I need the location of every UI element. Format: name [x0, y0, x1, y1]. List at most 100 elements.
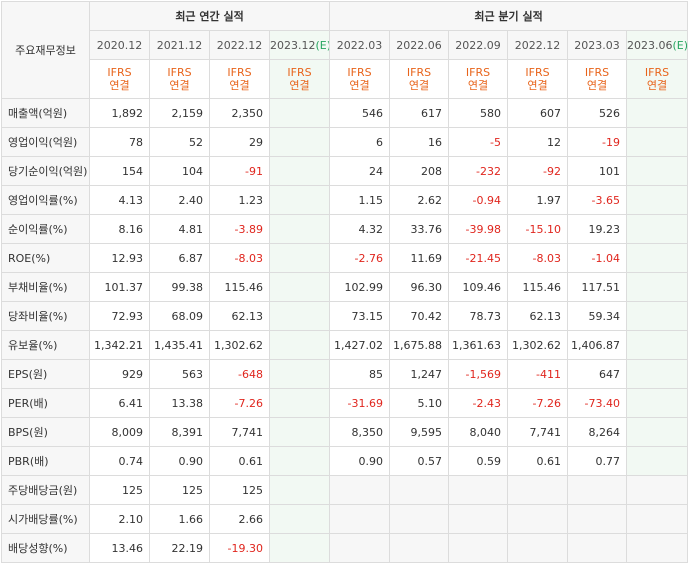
table-cell: -19.30 [209, 533, 270, 563]
table-row: 순이익률(%) 8.16 4.81 -3.89 4.32 33.76 -39.98 -15.1… [1, 214, 688, 244]
table-cell: -2.43 [448, 388, 509, 418]
period-label: 2021.12 [156, 38, 203, 52]
table-cell: -31.69 [329, 388, 391, 418]
table-cell: 1,247 [389, 359, 450, 389]
table-cell [626, 446, 688, 476]
row-label: BPS(원) [1, 417, 90, 447]
table-cell: 0.57 [389, 446, 450, 476]
table-cell [626, 475, 688, 505]
period-label: 2022.12 [514, 38, 561, 52]
table-cell: 101 [567, 156, 628, 186]
accounting-standard-link[interactable]: IFRS 연결 [149, 59, 210, 99]
table-row: ROE(%) 12.93 6.87 -8.03 -2.76 11.69 -21.45 -8.0… [1, 243, 688, 273]
period-header: 2022.09 [448, 30, 509, 60]
table-cell [268, 504, 331, 534]
table-cell: 72.93 [89, 301, 150, 331]
table-cell: -7.26 [209, 388, 270, 418]
table-cell [268, 185, 331, 215]
table-cell: 6 [329, 127, 391, 157]
table-cell: 24 [329, 156, 391, 186]
table-row: 매출액(억원) 1,892 2,159 2,350 546 617 580 607 526 [1, 98, 688, 128]
table-cell: 617 [389, 98, 450, 128]
table-cell: 1.66 [149, 504, 210, 534]
table-cell: 62.13 [209, 301, 270, 331]
period-label: 2020.12 [96, 38, 143, 52]
table-cell [268, 98, 331, 128]
table-cell [268, 475, 331, 505]
table-cell [329, 504, 391, 534]
annual-results-header: 최근 연간 실적 [88, 1, 331, 31]
table-cell: 13.38 [149, 388, 210, 418]
table-cell: 8,009 [89, 417, 150, 447]
accounting-standard-link[interactable]: IFRS 연결 [389, 59, 450, 99]
table-cell: 115.46 [209, 272, 270, 302]
table-cell: 1,302.62 [209, 330, 270, 360]
table-row: 배당성향(%) 13.46 22.19 -19.30 [1, 533, 688, 563]
table-cell: -0.94 [448, 185, 509, 215]
accounting-standard-link[interactable]: IFRS 연결 [448, 59, 509, 99]
table-cell: 78.73 [448, 301, 509, 331]
table-cell: 1,361.63 [448, 330, 509, 360]
row-label: EPS(원) [1, 359, 90, 389]
accounting-standard-link[interactable]: IFRS 연결 [507, 59, 569, 99]
table-cell [268, 156, 331, 186]
table-cell: 1,435.41 [149, 330, 210, 360]
period-header: 2020.12 [89, 30, 150, 60]
table-cell: 52 [149, 127, 210, 157]
table-cell: 104 [149, 156, 210, 186]
accounting-standard-link[interactable]: IFRS 연결 [626, 59, 688, 99]
table-cell [268, 214, 331, 244]
table-cell: 0.90 [329, 446, 391, 476]
table-cell: -1,569 [448, 359, 509, 389]
row-label: 시가배당률(%) [1, 504, 90, 534]
period-header: 2023.03 [567, 30, 628, 60]
row-label: 주당배당금(원) [1, 475, 90, 505]
table-row: 당기순이익(억원) 154 104 -91 24 208 -232 -92 101 [1, 156, 688, 186]
period-header: 2023.12(E) [268, 30, 331, 60]
table-row: 시가배당률(%) 2.10 1.66 2.66 [1, 504, 688, 534]
table-cell: 8,040 [448, 417, 509, 447]
table-cell: 16 [389, 127, 450, 157]
table-cell [507, 533, 569, 563]
table-cell: 73.15 [329, 301, 391, 331]
quarterly-results-header: 최근 분기 실적 [329, 1, 688, 31]
table-cell: 99.38 [149, 272, 210, 302]
table-cell: 0.77 [567, 446, 628, 476]
row-label: 영업이익(억원) [1, 127, 90, 157]
table-cell: -8.03 [209, 243, 270, 273]
table-cell [626, 359, 688, 389]
row-label: 당기순이익(억원) [1, 156, 90, 186]
table-cell: 647 [567, 359, 628, 389]
table-cell [626, 388, 688, 418]
table-row: EPS(원) 929 563 -648 85 1,247 -1,569 -411 647 [1, 359, 688, 389]
table-cell [389, 475, 450, 505]
table-cell: 11.69 [389, 243, 450, 273]
table-cell [448, 533, 509, 563]
table-cell: 0.61 [507, 446, 569, 476]
table-cell: 0.59 [448, 446, 509, 476]
table-row: PER(배) 6.41 13.38 -7.26 -31.69 5.10 -2.43 -7.26… [1, 388, 688, 418]
row-label: 영업이익률(%) [1, 185, 90, 215]
table-cell [626, 98, 688, 128]
table-cell: 208 [389, 156, 450, 186]
table-cell: 59.34 [567, 301, 628, 331]
table-cell: 13.46 [89, 533, 150, 563]
accounting-standard-link[interactable]: IFRS 연결 [209, 59, 270, 99]
table-cell: -411 [507, 359, 569, 389]
period-label: 2023.06 [627, 38, 673, 52]
table-cell: -39.98 [448, 214, 509, 244]
table-cell: 1,892 [89, 98, 150, 128]
table-cell [626, 301, 688, 331]
accounting-standard-link[interactable]: IFRS 연결 [329, 59, 391, 99]
table-cell [626, 185, 688, 215]
table-cell: 1.15 [329, 185, 391, 215]
period-label: 2022.09 [455, 38, 501, 52]
table-cell: 115.46 [507, 272, 569, 302]
table-cell [268, 272, 331, 302]
table-row: 유보율(%) 1,342.21 1,435.41 1,302.62 1,427.02 1,… [1, 330, 688, 360]
table-cell: 1,342.21 [89, 330, 150, 360]
accounting-standard-link[interactable]: IFRS 연결 [268, 59, 331, 99]
accounting-standard-link[interactable]: IFRS 연결 [567, 59, 628, 99]
accounting-standard-link[interactable]: IFRS 연결 [89, 59, 150, 99]
table-cell: 0.74 [89, 446, 150, 476]
